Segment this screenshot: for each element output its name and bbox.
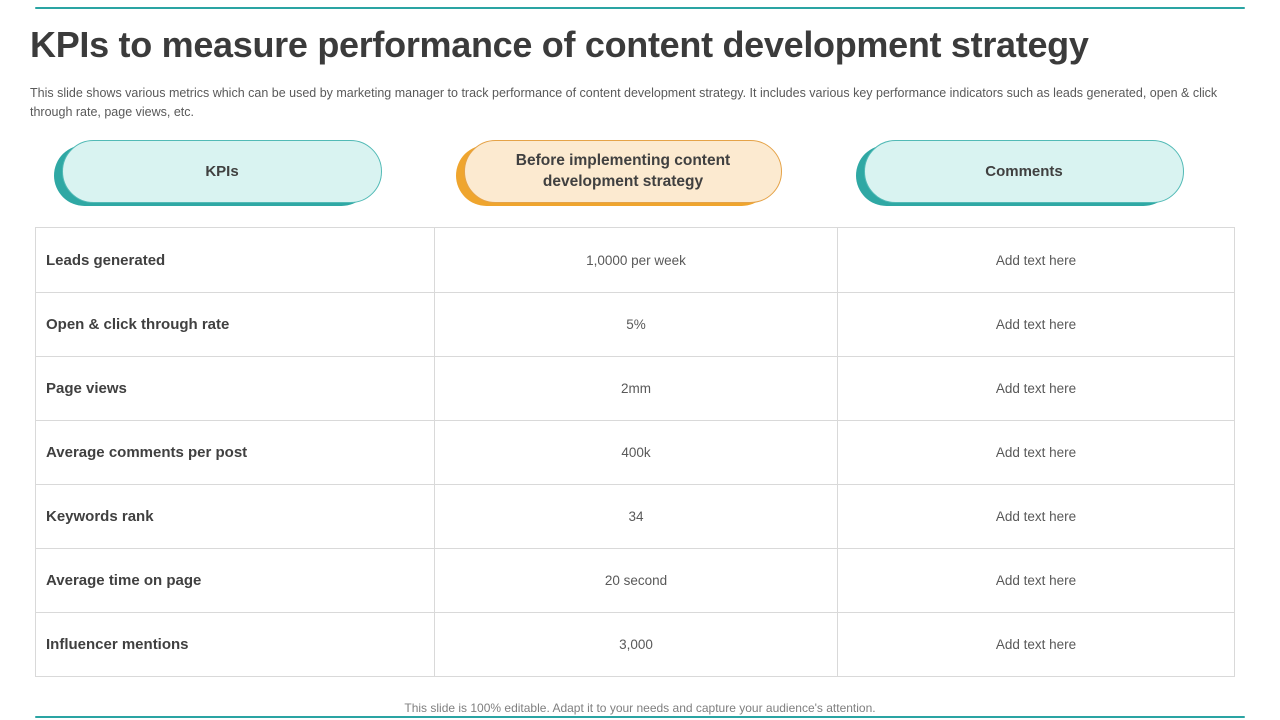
kpi-cell: Page views	[36, 356, 435, 420]
kpi-table: Leads generated 1,0000 per week Add text…	[35, 227, 1235, 677]
comment-cell[interactable]: Add text here	[838, 548, 1234, 612]
bottom-accent-bar	[35, 716, 1245, 718]
comment-cell[interactable]: Add text here	[838, 612, 1234, 676]
kpi-cell: Keywords rank	[36, 484, 435, 548]
column-pill-comments: Comments	[864, 140, 1184, 203]
kpi-cell: Average comments per post	[36, 420, 435, 484]
comment-cell[interactable]: Add text here	[838, 228, 1234, 292]
column-pill-kpis: KPIs	[62, 140, 382, 203]
comment-cell[interactable]: Add text here	[838, 420, 1234, 484]
value-cell: 3,000	[435, 612, 838, 676]
column-pill-before-strategy: Before implementing content development …	[464, 140, 782, 203]
value-cell: 1,0000 per week	[435, 228, 838, 292]
value-cell: 5%	[435, 292, 838, 356]
value-cell: 400k	[435, 420, 838, 484]
page-title: KPIs to measure performance of content d…	[30, 24, 1089, 65]
value-cell: 20 second	[435, 548, 838, 612]
top-accent-bar	[35, 7, 1245, 9]
comment-cell[interactable]: Add text here	[838, 484, 1234, 548]
footer-note: This slide is 100% editable. Adapt it to…	[404, 701, 876, 715]
kpi-cell: Leads generated	[36, 228, 435, 292]
kpi-cell: Average time on page	[36, 548, 435, 612]
value-cell: 2mm	[435, 356, 838, 420]
kpi-cell: Open & click through rate	[36, 292, 435, 356]
column-pill-comments-label: Comments	[985, 162, 1063, 180]
column-pill-before-strategy-label: Before implementing content development …	[515, 152, 731, 190]
comment-cell[interactable]: Add text here	[838, 292, 1234, 356]
page-description: This slide shows various metrics which c…	[30, 86, 1218, 119]
kpi-cell: Influencer mentions	[36, 612, 435, 676]
column-pill-kpis-label: KPIs	[205, 162, 239, 180]
comment-cell[interactable]: Add text here	[838, 356, 1234, 420]
value-cell: 34	[435, 484, 838, 548]
